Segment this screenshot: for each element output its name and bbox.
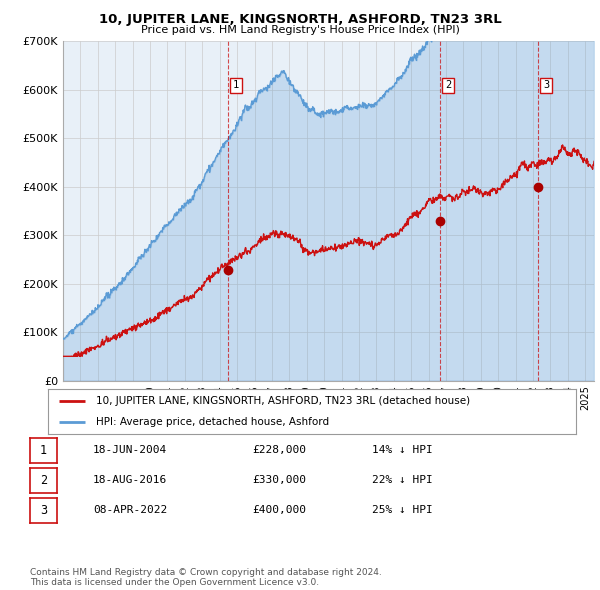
Text: 22% ↓ HPI: 22% ↓ HPI — [372, 476, 433, 485]
Text: Contains HM Land Registry data © Crown copyright and database right 2024.
This d: Contains HM Land Registry data © Crown c… — [30, 568, 382, 587]
Text: 18-JUN-2004: 18-JUN-2004 — [93, 445, 167, 455]
Text: 18-AUG-2016: 18-AUG-2016 — [93, 476, 167, 485]
Text: 25% ↓ HPI: 25% ↓ HPI — [372, 506, 433, 515]
Text: Price paid vs. HM Land Registry's House Price Index (HPI): Price paid vs. HM Land Registry's House … — [140, 25, 460, 35]
Text: 10, JUPITER LANE, KINGSNORTH, ASHFORD, TN23 3RL (detached house): 10, JUPITER LANE, KINGSNORTH, ASHFORD, T… — [95, 396, 470, 407]
Text: 3: 3 — [40, 504, 47, 517]
Text: £228,000: £228,000 — [252, 445, 306, 455]
Text: 14% ↓ HPI: 14% ↓ HPI — [372, 445, 433, 455]
Text: HPI: Average price, detached house, Ashford: HPI: Average price, detached house, Ashf… — [95, 417, 329, 427]
Text: 1: 1 — [40, 444, 47, 457]
Text: 1: 1 — [233, 80, 239, 90]
Text: 10, JUPITER LANE, KINGSNORTH, ASHFORD, TN23 3RL: 10, JUPITER LANE, KINGSNORTH, ASHFORD, T… — [98, 13, 502, 26]
Text: 2: 2 — [40, 474, 47, 487]
Text: £330,000: £330,000 — [252, 476, 306, 485]
Text: 2: 2 — [445, 80, 451, 90]
Text: £400,000: £400,000 — [252, 506, 306, 515]
Text: 08-APR-2022: 08-APR-2022 — [93, 506, 167, 515]
Text: 3: 3 — [543, 80, 549, 90]
